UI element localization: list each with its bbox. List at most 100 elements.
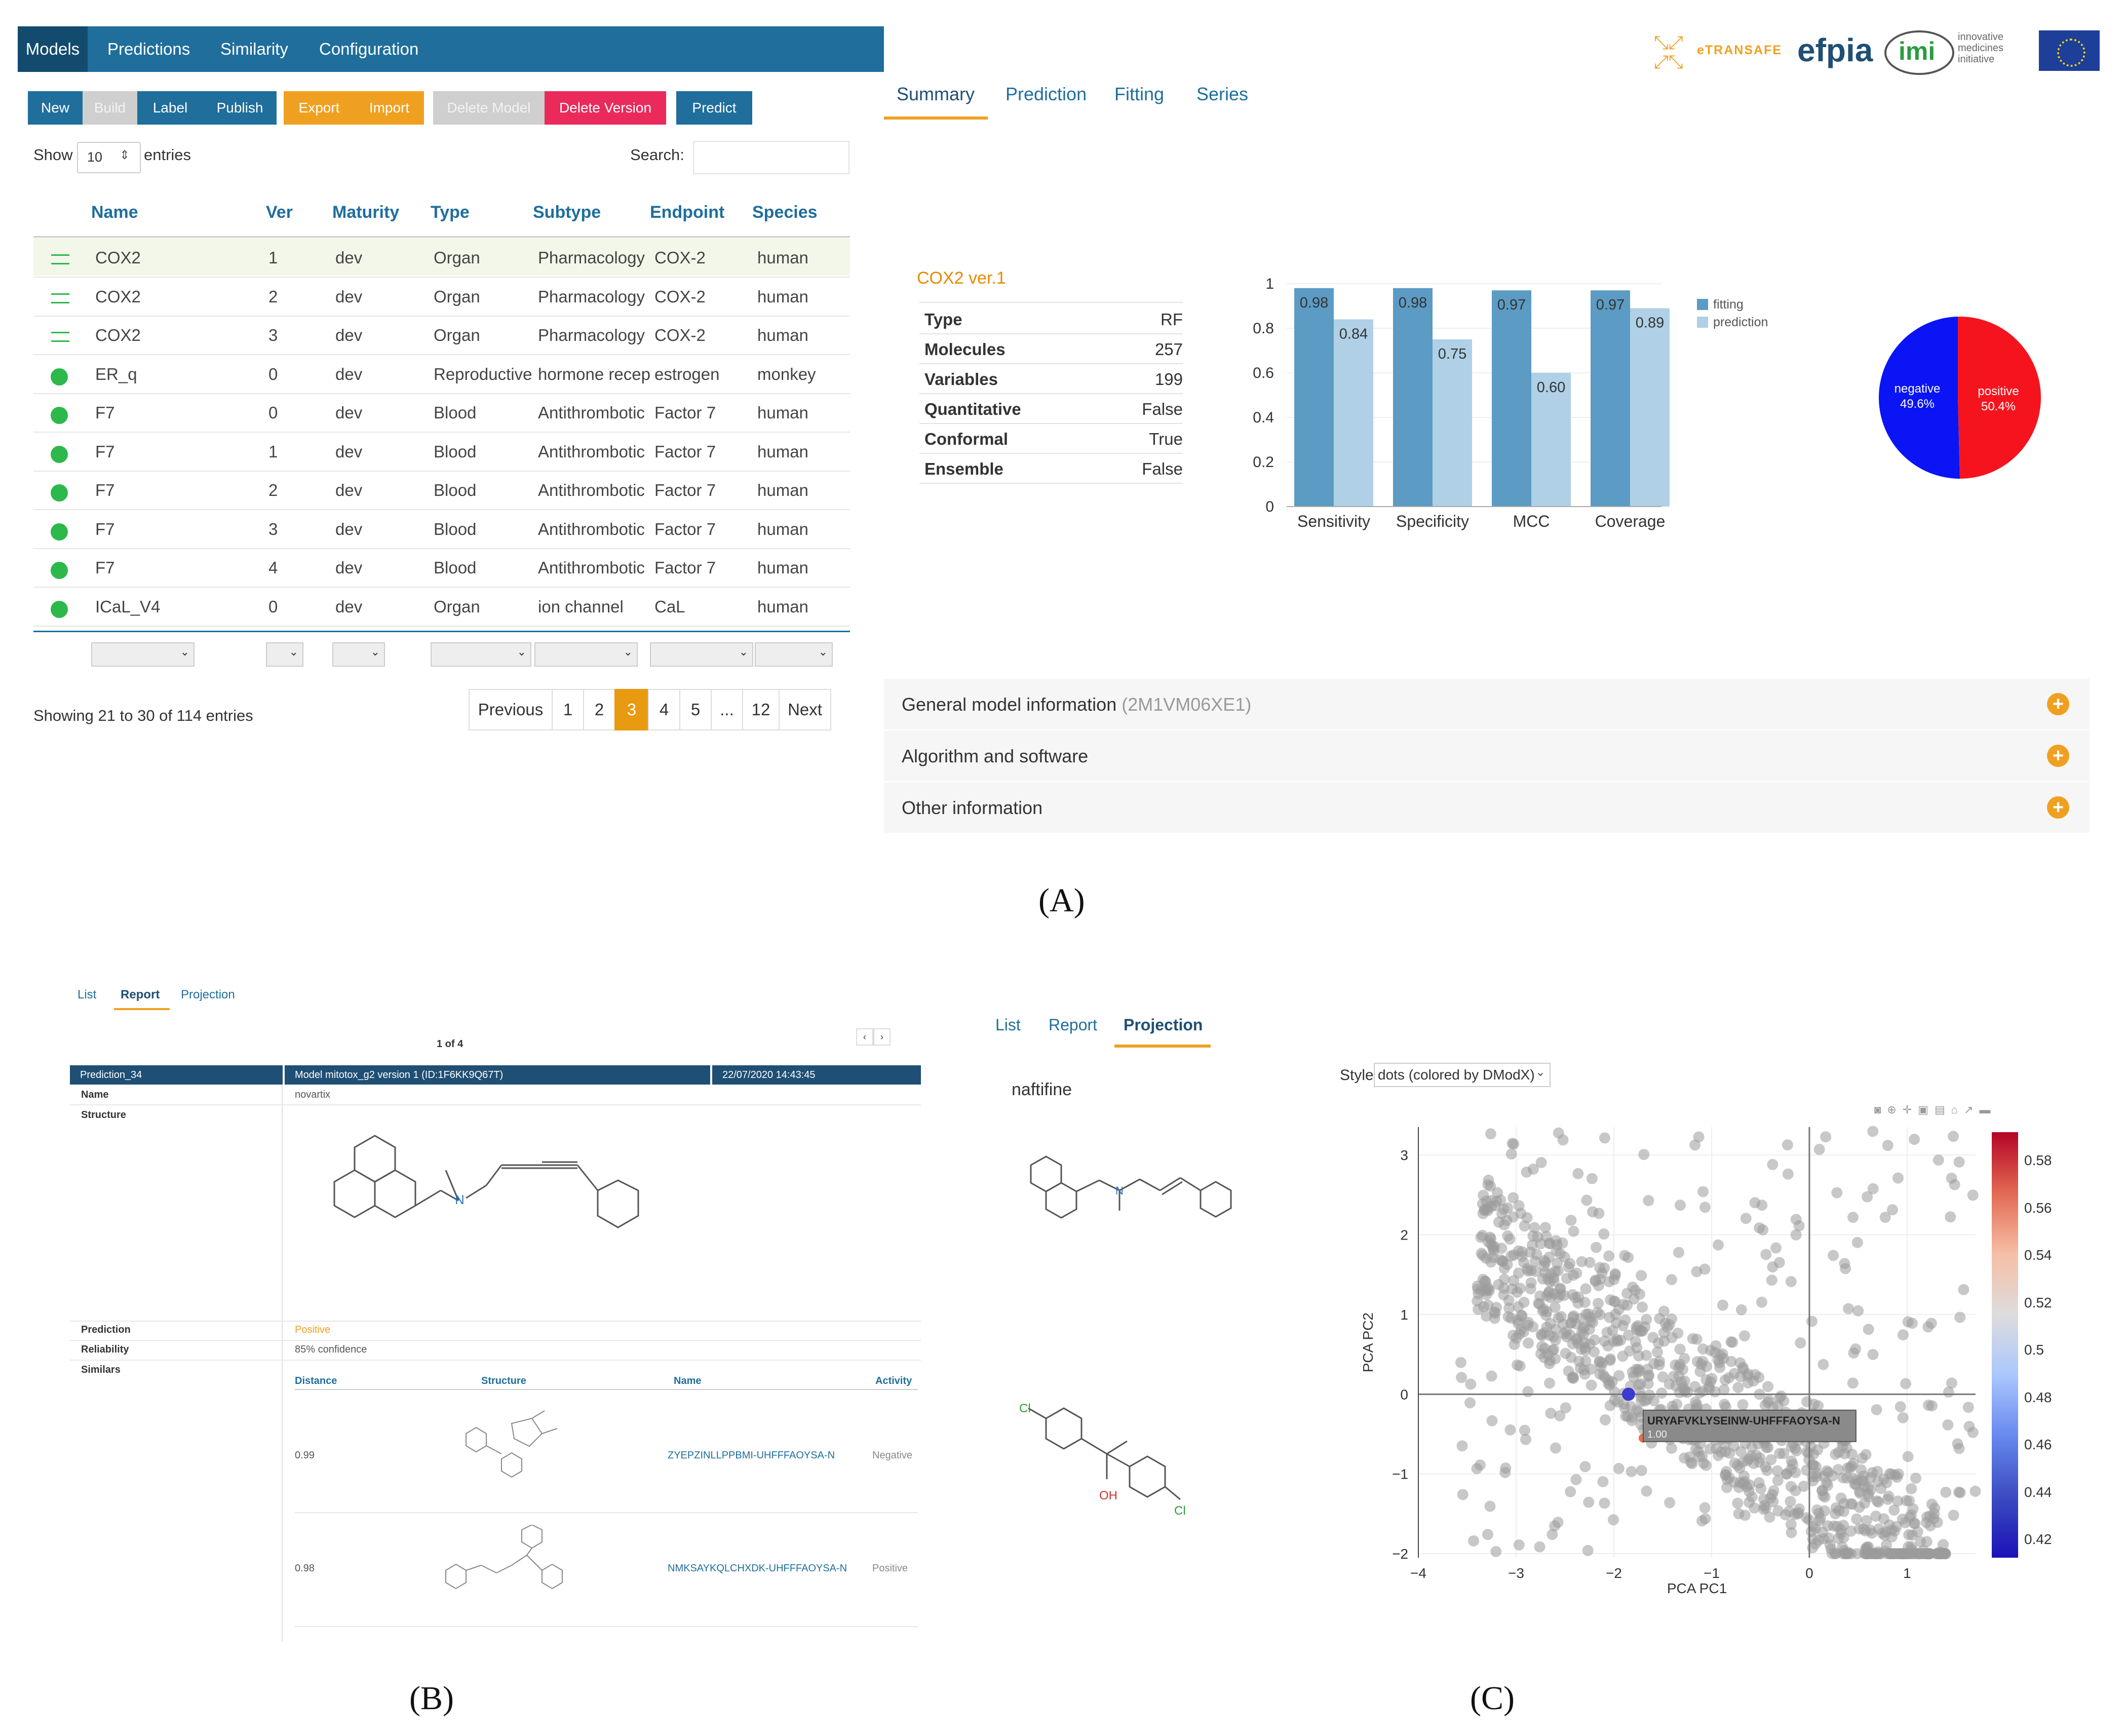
entries-select[interactable]: 10 ⇕ <box>77 142 141 173</box>
etransafe-logo-icon: ⤡⤢ ⤢⤡ <box>1654 32 1683 72</box>
scatter-point <box>1766 1275 1777 1286</box>
filter-name[interactable]: ⌄ <box>91 642 195 667</box>
legend-label: prediction <box>1713 315 1768 329</box>
delete-version-button[interactable]: Delete Version <box>545 91 666 125</box>
scatter-point <box>1637 1325 1648 1337</box>
chevron-down-icon: ⌄ <box>370 645 380 658</box>
pagination-previous[interactable]: Previous <box>469 689 553 730</box>
home-icon[interactable]: ⌂ <box>1951 1103 1964 1116</box>
updown-icon: ⇕ <box>120 148 130 162</box>
scatter-point <box>1847 1212 1859 1223</box>
b-tab-projection[interactable]: Projection <box>181 988 235 1001</box>
col-endpoint[interactable]: Endpoint <box>650 203 725 222</box>
import-button[interactable]: Import <box>355 91 424 125</box>
scatter-point <box>1486 1370 1497 1382</box>
cell-type: Organ <box>434 326 480 344</box>
accordion-other-info[interactable]: Other information + <box>884 782 2090 833</box>
scatter-point <box>1593 1208 1605 1219</box>
tab-fitting[interactable]: Fitting <box>1114 84 1165 104</box>
scatter-point <box>1549 1520 1561 1532</box>
pagination-page[interactable]: 5 <box>679 689 712 730</box>
hover-icon[interactable]: ▬ <box>1979 1103 1997 1116</box>
scatter-point <box>1746 1491 1758 1503</box>
scatter-point <box>1679 1375 1690 1387</box>
b-tab-report[interactable]: Report <box>121 988 160 1001</box>
nav-tab-similarity[interactable]: Similarity <box>220 40 288 58</box>
camera-icon[interactable]: ◙ <box>1874 1103 1887 1116</box>
scatter-point <box>1727 1336 1738 1348</box>
filter-endpoint[interactable]: ⌄ <box>650 642 753 667</box>
export-button[interactable]: Export <box>284 91 355 125</box>
col-ver[interactable]: Ver <box>266 203 293 222</box>
scatter-point <box>1895 1401 1906 1412</box>
scatter-point <box>1765 1454 1777 1465</box>
scatter-point <box>1666 1274 1677 1286</box>
filter-type[interactable]: ⌄ <box>431 642 531 667</box>
publish-button[interactable]: Publish <box>203 91 277 125</box>
pagination-next[interactable]: Next <box>779 689 831 730</box>
pagination-page[interactable]: 4 <box>648 689 680 730</box>
prev-arrow-icon[interactable]: ‹ <box>856 1028 873 1046</box>
nav-tab-models[interactable]: Models <box>18 26 88 72</box>
delete-model-button[interactable]: Delete Model <box>433 91 545 125</box>
pagination-page[interactable]: 12 <box>742 689 780 730</box>
lasso-icon[interactable]: ▤ <box>1934 1103 1951 1116</box>
scatter-point <box>1503 1302 1515 1314</box>
scatter-point <box>1561 1272 1573 1284</box>
next-arrow-icon[interactable]: › <box>873 1028 891 1046</box>
nav-tab-configuration[interactable]: Configuration <box>319 40 419 58</box>
col-type[interactable]: Type <box>431 203 470 222</box>
col-name[interactable]: Name <box>91 203 138 222</box>
filter-subtype[interactable]: ⌄ <box>534 642 638 667</box>
spike-icon[interactable]: ↗ <box>1964 1103 1980 1116</box>
col-subtype[interactable]: Subtype <box>533 203 601 222</box>
pca-scatter-plot[interactable]: URYAFVKLYSEINW-UHFFFAOYSA-N 1.00 −4 −3 −2 −1 0… <box>1358 1114 1991 1596</box>
c-tab-projection[interactable]: Projection <box>1124 1016 1203 1034</box>
pagination-page[interactable]: 1 <box>552 689 584 730</box>
c-style-select[interactable]: dots (colored by DModX) ⌄ <box>1374 1063 1551 1087</box>
tab-summary[interactable]: Summary <box>897 84 975 104</box>
scatter-point <box>1481 1310 1492 1322</box>
pagination-page[interactable]: 2 <box>583 689 615 730</box>
c-tab-report[interactable]: Report <box>1049 1016 1098 1034</box>
scatter-point <box>1879 1529 1890 1541</box>
filter-ver[interactable]: ⌄ <box>266 642 303 667</box>
col-species[interactable]: Species <box>752 203 818 222</box>
scatter-point <box>1456 1440 1468 1452</box>
scatter-point <box>1840 1548 1852 1560</box>
plus-circle-icon[interactable]: + <box>2047 693 2069 715</box>
scatter-point <box>1545 1268 1557 1280</box>
new-button[interactable]: New <box>28 91 83 125</box>
filter-maturity[interactable]: ⌄ <box>332 642 385 667</box>
accordion-algorithm[interactable]: Algorithm and software + <box>884 730 2090 781</box>
build-button[interactable]: Build <box>83 91 137 125</box>
zoom-icon[interactable]: ⊕ <box>1887 1103 1903 1116</box>
filter-species[interactable]: ⌄ <box>755 642 833 667</box>
scatter-point <box>1537 1273 1549 1285</box>
scatter-point <box>1609 1394 1620 1406</box>
scatter-point <box>1753 1371 1765 1383</box>
scatter-point <box>1733 1508 1745 1520</box>
plus-circle-icon[interactable]: + <box>2047 796 2069 819</box>
status-dot-icon <box>51 523 68 541</box>
search-input[interactable] <box>693 141 849 174</box>
tab-series[interactable]: Series <box>1196 84 1249 104</box>
cell-maturity: dev <box>335 326 363 344</box>
scatter-point <box>1920 1548 1932 1560</box>
col-maturity[interactable]: Maturity <box>332 203 400 222</box>
accordion-general-info[interactable]: General model information (2M1VM06XE1) + <box>884 679 2090 729</box>
y-tick-label: −2 <box>1392 1546 1408 1562</box>
box-select-icon[interactable]: ▣ <box>1918 1103 1935 1116</box>
c-tab-list[interactable]: List <box>995 1016 1021 1034</box>
b-tab-list[interactable]: List <box>78 988 97 1001</box>
pan-icon[interactable]: ✛ <box>1902 1103 1918 1116</box>
plus-circle-icon[interactable]: + <box>2047 745 2069 767</box>
scatter-point <box>1795 1337 1806 1348</box>
scatter-point <box>1832 1464 1844 1476</box>
nav-tab-predictions[interactable]: Predictions <box>107 40 190 58</box>
predict-button[interactable]: Predict <box>676 91 752 125</box>
pagination-page-active[interactable]: 3 <box>614 689 649 730</box>
cell-type: Organ <box>434 287 480 306</box>
tab-prediction[interactable]: Prediction <box>1006 84 1087 104</box>
label-button[interactable]: Label <box>137 91 203 125</box>
